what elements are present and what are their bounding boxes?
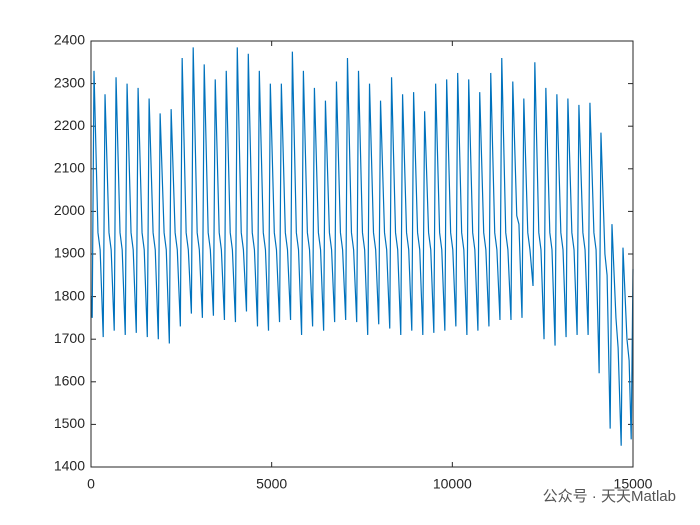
y-tick-label: 1400 bbox=[54, 458, 85, 474]
axes-box bbox=[90, 40, 634, 468]
x-tick-label: 10000 bbox=[433, 476, 472, 492]
x-tick-label: 5000 bbox=[256, 476, 287, 492]
y-tick-label: 2000 bbox=[54, 202, 85, 218]
x-tick-label: 15000 bbox=[614, 476, 653, 492]
y-tick-label: 1800 bbox=[54, 287, 85, 303]
y-tick-label: 2300 bbox=[54, 74, 85, 90]
y-tick-label: 1700 bbox=[54, 330, 85, 346]
y-tick-label: 2200 bbox=[54, 117, 85, 133]
series-line bbox=[90, 47, 634, 446]
y-tick-label: 2100 bbox=[54, 160, 85, 176]
y-tick-label: 1900 bbox=[54, 245, 85, 261]
y-tick-label: 2400 bbox=[54, 32, 85, 48]
x-tick-label: 0 bbox=[87, 476, 95, 492]
y-tick-label: 1500 bbox=[54, 415, 85, 431]
y-tick-label: 1600 bbox=[54, 373, 85, 389]
watermark: 公众号 · 天天Matlab bbox=[543, 488, 676, 505]
